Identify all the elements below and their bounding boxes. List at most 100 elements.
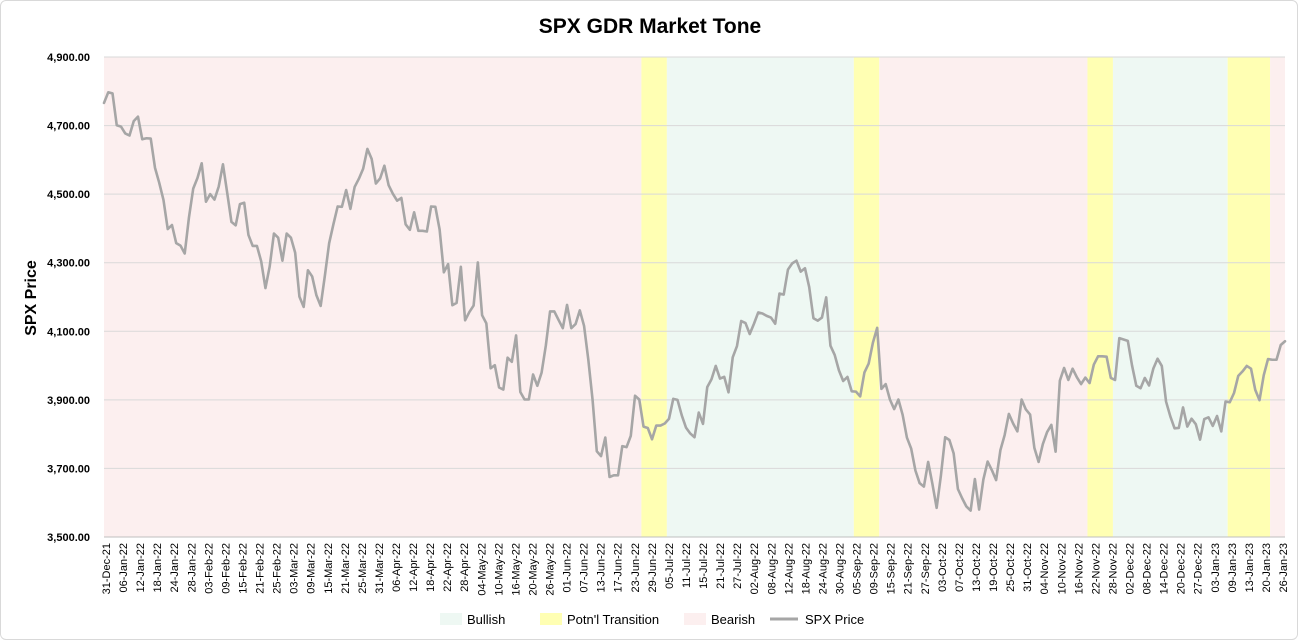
legend-swatch bbox=[440, 613, 462, 625]
x-tick-label: 09-Jan-23 bbox=[1227, 543, 1239, 593]
x-tick-label: 21-Sep-22 bbox=[903, 543, 915, 594]
legend-label: Bearish bbox=[711, 612, 755, 627]
tone-bands bbox=[104, 57, 1285, 537]
x-tick-label: 30-Aug-22 bbox=[834, 543, 846, 594]
x-tick-label: 05-Jul-22 bbox=[664, 543, 676, 589]
x-tick-label: 28-Jan-22 bbox=[186, 543, 198, 593]
x-tick-label: 27-Jul-22 bbox=[732, 543, 744, 589]
x-tick-label: 15-Feb-22 bbox=[237, 543, 249, 594]
x-tick-label: 13-Jan-23 bbox=[1244, 543, 1256, 593]
x-tick-label: 25-Mar-22 bbox=[357, 543, 369, 594]
legend-label: SPX Price bbox=[805, 612, 864, 627]
x-tick-label: 15-Sep-22 bbox=[886, 543, 898, 594]
x-tick-label: 28-Apr-22 bbox=[459, 543, 471, 592]
x-tick-label: 13-Jun-22 bbox=[596, 543, 608, 593]
x-tick-label: 03-Jan-23 bbox=[1210, 543, 1222, 593]
legend-swatch bbox=[540, 613, 562, 625]
chart-title: SPX GDR Market Tone bbox=[539, 15, 762, 38]
y-axis-ticks: 3,500.00 3,700.00 3,900.00 4,100.00 4,300.00… bbox=[47, 52, 90, 544]
spx-price-line bbox=[102, 91, 1287, 512]
x-tick-label: 18-Jan-22 bbox=[152, 543, 164, 593]
x-tick-label: 21-Feb-22 bbox=[255, 543, 267, 594]
x-tick-label: 22-Apr-22 bbox=[442, 543, 454, 592]
x-tick-label: 02-Dec-22 bbox=[1124, 543, 1136, 594]
x-tick-label: 04-May-22 bbox=[476, 543, 488, 596]
x-tick-label: 06-Apr-22 bbox=[391, 543, 403, 592]
x-tick-label: 27-Sep-22 bbox=[920, 543, 932, 594]
price-line-layer bbox=[102, 91, 1287, 512]
x-tick-label: 24-Jan-22 bbox=[169, 543, 181, 593]
x-tick-label: 26-May-22 bbox=[545, 543, 557, 596]
tone-band-bearish-4 bbox=[879, 57, 1088, 537]
x-tick-label: 20-Jan-23 bbox=[1261, 543, 1273, 593]
x-tick-label: 23-Jun-22 bbox=[630, 543, 642, 593]
x-tick-label: 07-Oct-22 bbox=[954, 543, 966, 592]
x-tick-label: 21-Jul-22 bbox=[715, 543, 727, 589]
gridlines bbox=[104, 56, 1285, 538]
tone-band-bullish-6 bbox=[1112, 57, 1228, 537]
x-tick-label: 29-Jun-22 bbox=[647, 543, 659, 593]
tone-band-bullish-2 bbox=[666, 57, 854, 537]
x-tick-label: 31-Oct-22 bbox=[1022, 543, 1034, 592]
x-tick-label: 03-Mar-22 bbox=[289, 543, 301, 594]
y-tick-label: 4,500.00 bbox=[47, 189, 90, 201]
y-tick-label: 4,100.00 bbox=[47, 326, 90, 338]
x-tick-label: 05-Sep-22 bbox=[852, 543, 864, 594]
x-tick-label: 14-Dec-22 bbox=[1159, 543, 1171, 594]
x-axis-ticks: 31-Dec-21 06-Jan-22 12-Jan-22 18-Jan-22 24-J… bbox=[101, 543, 1290, 596]
tone-band-bearish-8 bbox=[1270, 57, 1285, 537]
x-tick-label: 10-Nov-22 bbox=[1056, 543, 1068, 594]
x-tick-label: 24-Aug-22 bbox=[817, 543, 829, 594]
x-tick-label: 12-Apr-22 bbox=[408, 543, 420, 592]
x-tick-label: 13-Oct-22 bbox=[971, 543, 983, 592]
x-tick-label: 20-May-22 bbox=[527, 543, 539, 596]
tone-band-potn-l-transition-5 bbox=[1087, 57, 1113, 537]
x-tick-label: 27-Dec-22 bbox=[1193, 543, 1205, 594]
x-tick-label: 09-Sep-22 bbox=[869, 543, 881, 594]
x-tick-label: 01-Jun-22 bbox=[562, 543, 574, 593]
y-tick-label: 4,700.00 bbox=[47, 121, 90, 133]
tone-band-bearish-0 bbox=[104, 57, 642, 537]
tone-band-potn-l-transition-1 bbox=[641, 57, 667, 537]
x-tick-label: 28-Nov-22 bbox=[1107, 543, 1119, 594]
x-tick-label: 08-Aug-22 bbox=[766, 543, 778, 594]
x-tick-label: 09-Mar-22 bbox=[306, 543, 318, 594]
x-tick-label: 19-Oct-22 bbox=[988, 543, 1000, 592]
x-tick-label: 16-May-22 bbox=[510, 543, 522, 596]
x-tick-label: 25-Feb-22 bbox=[272, 543, 284, 594]
x-tick-label: 31-Dec-21 bbox=[101, 543, 113, 594]
x-tick-label: 16-Nov-22 bbox=[1073, 543, 1085, 594]
y-tick-label: 3,900.00 bbox=[47, 395, 90, 407]
tone-band-potn-l-transition-7 bbox=[1227, 57, 1271, 537]
x-tick-label: 10-May-22 bbox=[493, 543, 505, 596]
x-tick-label: 25-Oct-22 bbox=[1005, 543, 1017, 592]
x-tick-label: 06-Jan-22 bbox=[118, 543, 130, 593]
x-tick-label: 15-Mar-22 bbox=[323, 543, 335, 594]
x-tick-label: 12-Aug-22 bbox=[783, 543, 795, 594]
x-tick-label: 12-Jan-22 bbox=[135, 543, 147, 593]
y-tick-label: 3,700.00 bbox=[47, 463, 90, 475]
legend-label: Bullish bbox=[467, 612, 505, 627]
tone-band-potn-l-transition-3 bbox=[853, 57, 880, 537]
legend-label: Potn'l Transition bbox=[567, 612, 659, 627]
x-tick-label: 04-Nov-22 bbox=[1039, 543, 1051, 594]
x-tick-label: 07-Jun-22 bbox=[579, 543, 591, 593]
y-tick-label: 4,900.00 bbox=[47, 52, 90, 64]
x-tick-label: 20-Dec-22 bbox=[1176, 543, 1188, 594]
y-tick-label: 4,300.00 bbox=[47, 258, 90, 270]
legend: Bullish Potn'l Transition Bearish SPX Price bbox=[440, 612, 864, 627]
x-tick-label: 11-Jul-22 bbox=[681, 543, 693, 588]
x-tick-label: 17-Jun-22 bbox=[613, 543, 625, 593]
x-tick-label: 26-Jan-23 bbox=[1278, 543, 1290, 593]
x-tick-label: 21-Mar-22 bbox=[340, 543, 352, 594]
x-tick-label: 18-Apr-22 bbox=[425, 543, 437, 592]
x-tick-label: 18-Aug-22 bbox=[800, 543, 812, 594]
y-axis-label: SPX Price bbox=[23, 260, 40, 336]
x-tick-label: 09-Feb-22 bbox=[220, 543, 232, 594]
x-tick-label: 03-Feb-22 bbox=[203, 543, 215, 594]
legend-swatch bbox=[684, 613, 706, 625]
x-tick-label: 31-Mar-22 bbox=[374, 543, 386, 594]
y-tick-label: 3,500.00 bbox=[47, 532, 90, 544]
